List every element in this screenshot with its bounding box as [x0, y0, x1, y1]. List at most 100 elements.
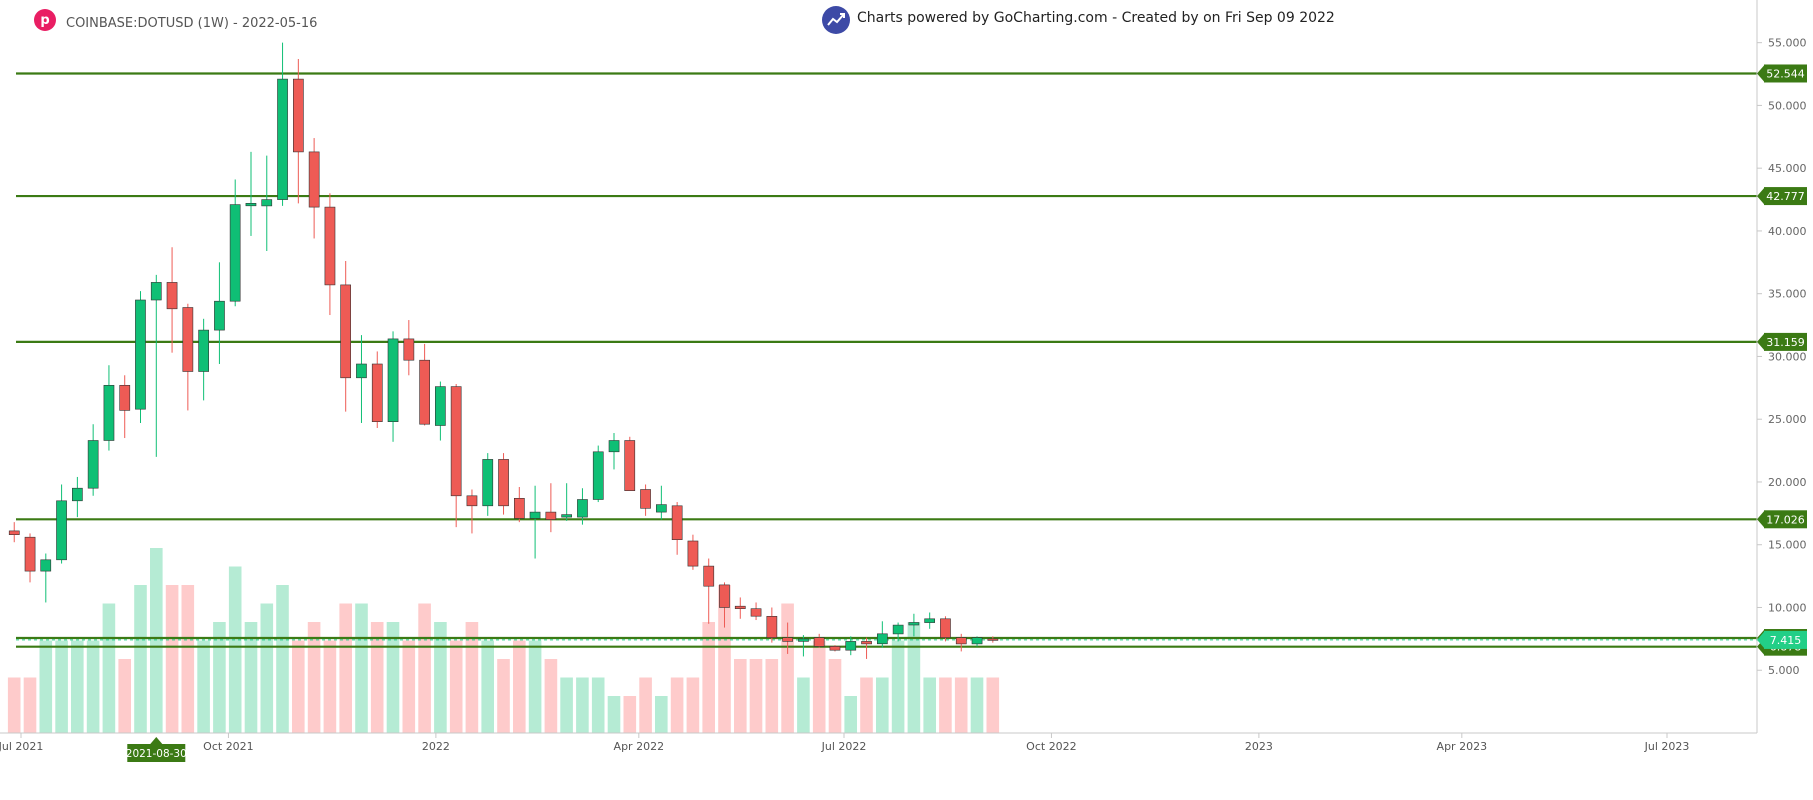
price-label-box [1764, 64, 1807, 83]
x-tick-label: Oct 2022 [1026, 740, 1077, 753]
bearish-candle[interactable] [450, 386, 462, 497]
y-tick-label: 20.000 [1768, 476, 1807, 489]
bullish-candle[interactable] [924, 618, 935, 623]
bullish-candle[interactable] [608, 440, 620, 453]
bearish-candle[interactable] [813, 637, 825, 647]
bullish-candle[interactable] [198, 329, 210, 372]
x-tick-label: Apr 2022 [614, 740, 665, 753]
bearish-candle[interactable] [182, 307, 194, 372]
bullish-candle[interactable] [592, 451, 604, 500]
bearish-candle[interactable] [498, 459, 509, 507]
volume-bar [497, 659, 510, 733]
bearish-candle[interactable] [955, 637, 967, 645]
bullish-candle[interactable] [40, 559, 52, 572]
bearish-candle[interactable] [861, 641, 872, 645]
price-label-box [1764, 630, 1807, 649]
bullish-candle[interactable] [529, 511, 541, 519]
price-label-text: 52.544 [1766, 67, 1805, 80]
bearish-candle[interactable] [624, 440, 636, 492]
volume-bar [71, 640, 84, 733]
bearish-candle[interactable] [750, 608, 762, 617]
bullish-candle[interactable] [387, 338, 399, 422]
bearish-candle[interactable] [166, 282, 178, 310]
bullish-candle[interactable] [229, 204, 241, 302]
crosshair-date-box [127, 744, 186, 762]
bearish-candle[interactable] [308, 151, 320, 208]
level-price-label: 31.159 [1757, 332, 1807, 351]
volume-bar [402, 640, 416, 733]
volume-bar [276, 585, 289, 733]
candles [8, 42, 999, 659]
bearish-candle[interactable] [703, 565, 715, 587]
y-tick-label: 50.000 [1768, 99, 1807, 112]
bearish-candle[interactable] [734, 605, 746, 610]
bearish-candle[interactable] [24, 536, 36, 572]
y-tick-label: 25.000 [1768, 413, 1807, 426]
bearish-candle[interactable] [513, 497, 525, 519]
volume-bar [749, 659, 763, 733]
bullish-candle[interactable] [798, 638, 809, 642]
volume-bar [23, 677, 37, 733]
bullish-candle[interactable] [245, 203, 257, 207]
bearish-candle[interactable] [292, 78, 304, 153]
bearish-candle[interactable] [403, 338, 415, 361]
y-tick-label: 15.000 [1768, 539, 1807, 552]
bullish-candle[interactable] [72, 487, 83, 502]
bullish-candle[interactable] [971, 637, 983, 645]
bullish-candle[interactable] [261, 199, 273, 207]
bearish-candle[interactable] [829, 646, 841, 651]
bullish-candle[interactable] [908, 622, 920, 626]
bullish-candle[interactable] [482, 459, 494, 507]
bearish-candle[interactable] [419, 359, 431, 425]
bearish-candle[interactable] [8, 530, 20, 536]
bearish-candle[interactable] [719, 584, 730, 608]
bullish-candle[interactable] [56, 500, 67, 561]
bearish-candle[interactable] [671, 505, 683, 540]
bearish-candle[interactable] [640, 489, 651, 509]
bullish-candle[interactable] [135, 299, 146, 410]
volume-bar [213, 622, 226, 733]
bearish-candle[interactable] [687, 540, 699, 567]
bullish-candle[interactable] [876, 633, 888, 645]
bearish-candle[interactable] [466, 495, 478, 507]
bearish-candle[interactable] [766, 615, 778, 638]
price-label-pointer [1757, 65, 1764, 82]
volume-bar [86, 640, 100, 733]
bullish-candle[interactable] [845, 641, 857, 651]
level-price-label: 42.777 [1757, 187, 1807, 206]
y-axis-ticks: 5.000 10.000 15.000 20.000 25.000 30.000 35.00… [1757, 37, 1807, 677]
bearish-candle[interactable] [340, 284, 352, 379]
bullish-candle[interactable] [561, 514, 572, 518]
bullish-candle[interactable] [87, 440, 99, 489]
bearish-candle[interactable] [545, 511, 557, 520]
current-price-label: 7.415 [1757, 630, 1807, 649]
volume-bar [181, 585, 195, 733]
volume-bar [55, 640, 68, 733]
horizontal-levels [16, 72, 1757, 648]
bullish-candle[interactable] [577, 499, 588, 518]
volume-bar [686, 677, 700, 733]
bearish-candle[interactable] [371, 363, 383, 423]
bullish-candle[interactable] [214, 300, 225, 331]
bearish-candle[interactable] [324, 206, 336, 286]
bullish-candle[interactable] [356, 363, 367, 379]
volume-bar [907, 622, 921, 733]
volume-bar [986, 677, 1000, 733]
bullish-candle[interactable] [277, 78, 288, 200]
app-logo: p [34, 9, 56, 31]
bullish-candle[interactable] [150, 282, 162, 301]
bearish-candle[interactable] [782, 637, 793, 642]
volume-bar [7, 677, 21, 733]
bullish-candle[interactable] [434, 386, 446, 426]
volume-bar [165, 585, 179, 733]
bullish-candle[interactable] [103, 384, 115, 441]
bearish-candle[interactable] [119, 384, 131, 411]
bullish-candle[interactable] [892, 624, 904, 635]
bullish-candle[interactable] [655, 504, 667, 513]
bearish-candle[interactable] [987, 638, 999, 641]
bearish-candle[interactable] [940, 618, 951, 638]
volume-bar [544, 659, 558, 733]
price-label-text: 42.777 [1766, 190, 1805, 203]
